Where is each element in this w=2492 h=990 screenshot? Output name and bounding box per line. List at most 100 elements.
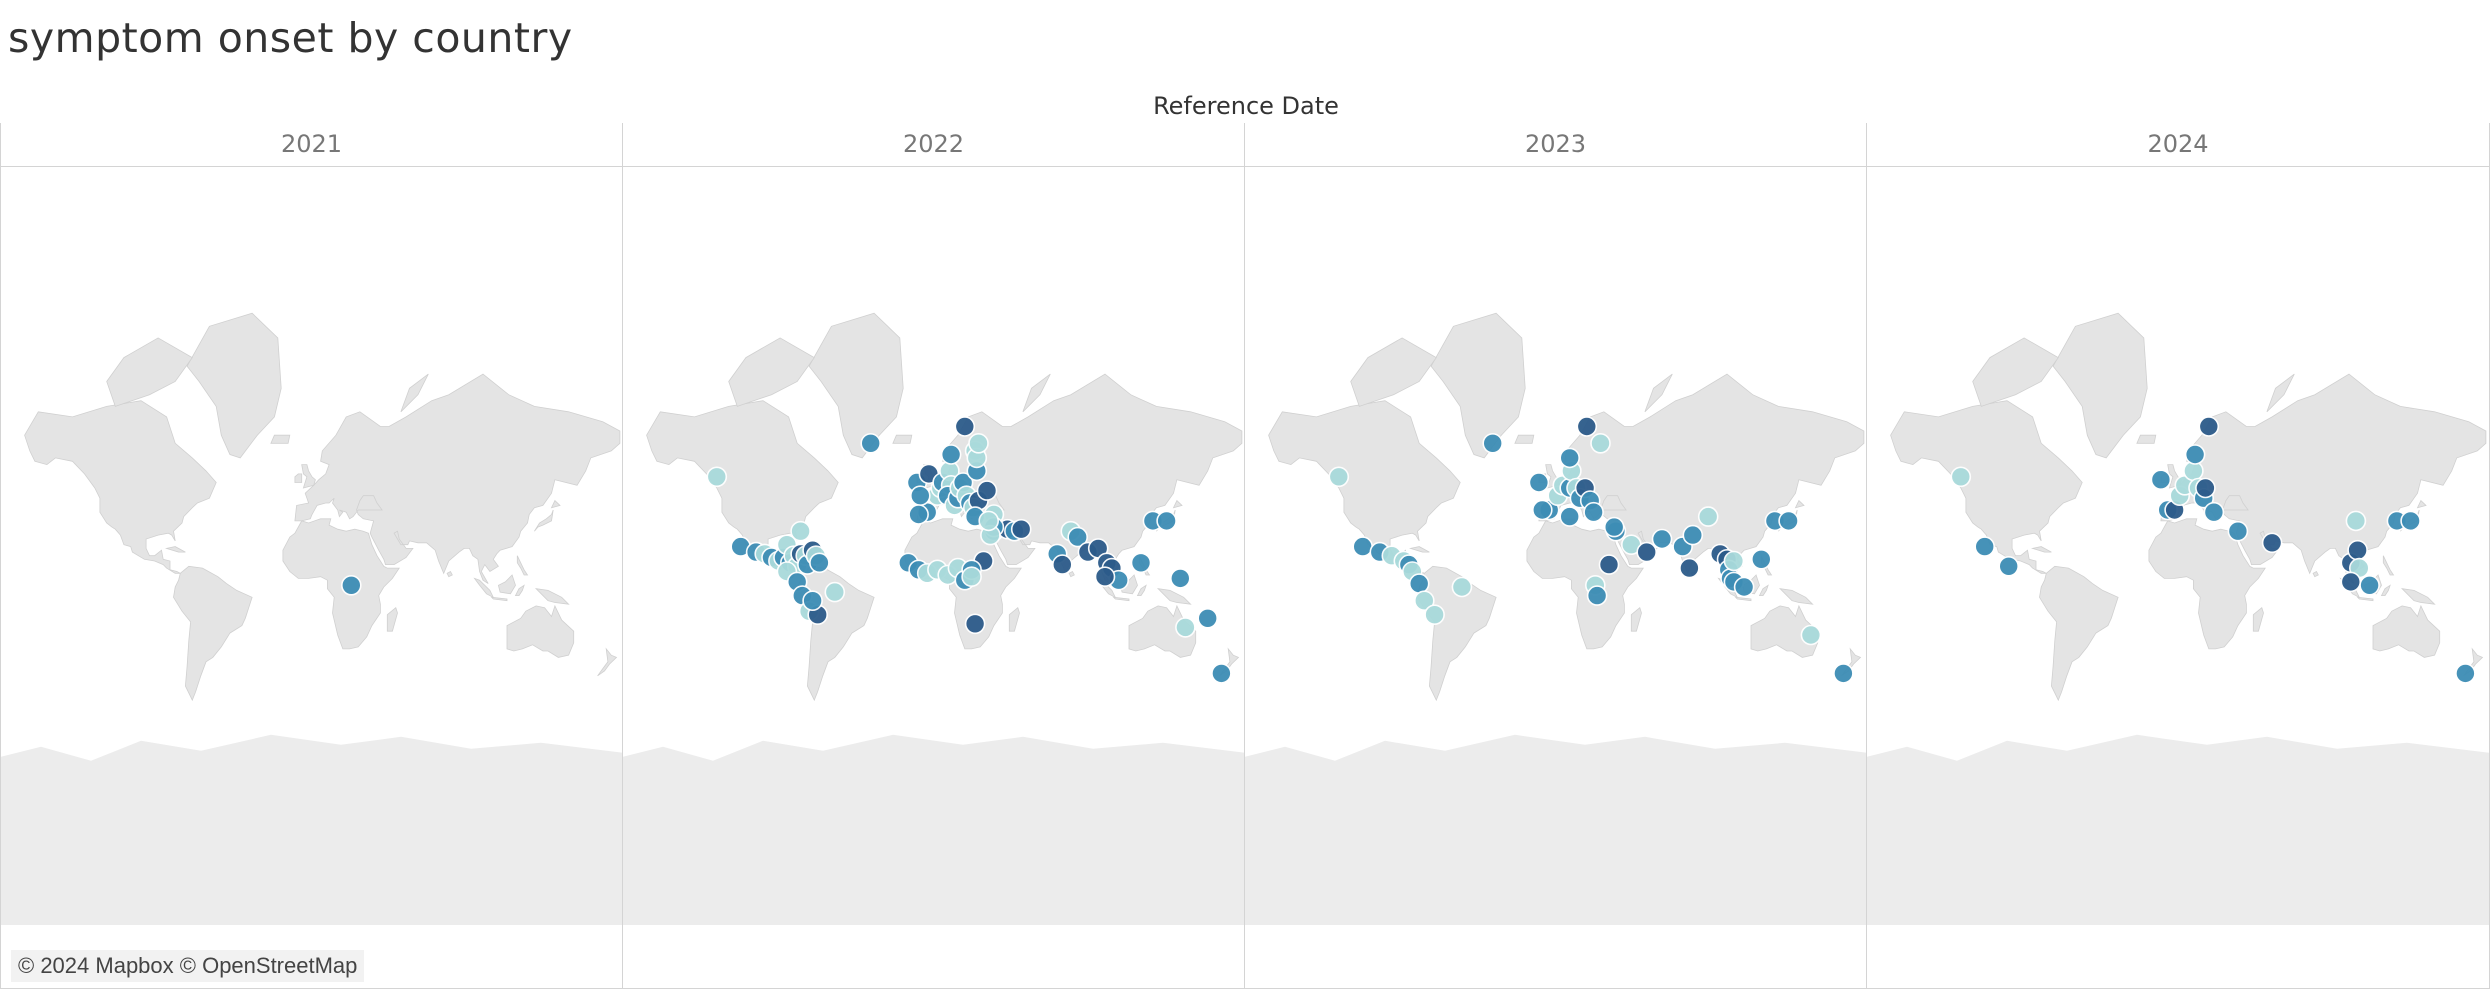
landmass-sulawesi — [1136, 584, 1147, 596]
map-2023[interactable] — [1245, 167, 1866, 925]
country-marker[interactable] — [2198, 416, 2220, 437]
country-marker[interactable] — [2347, 539, 2368, 561]
country-marker[interactable] — [2184, 444, 2206, 465]
country-marker[interactable] — [1576, 416, 1598, 437]
landmass-scandinavia-iceland — [270, 434, 291, 444]
country-marker[interactable] — [1559, 506, 1581, 527]
map-footer: © 2024 Mapbox © OpenStreetMap — [1, 925, 622, 989]
country-marker[interactable] — [1528, 472, 1550, 493]
country-marker[interactable] — [1750, 548, 1772, 570]
country-marker[interactable] — [1778, 510, 1799, 532]
country-marker[interactable] — [1586, 585, 1608, 606]
country-marker[interactable] — [340, 574, 362, 596]
country-marker[interactable] — [1094, 566, 1116, 588]
country-marker[interactable] — [1175, 617, 1196, 638]
country-marker[interactable] — [1998, 555, 2019, 577]
country-marker[interactable] — [1451, 576, 1473, 598]
country-marker[interactable] — [2195, 477, 2216, 499]
landmass-scandinavia-iceland — [2136, 434, 2157, 444]
country-marker[interactable] — [2340, 571, 2362, 593]
country-marker[interactable] — [1414, 590, 1435, 612]
country-marker[interactable] — [976, 480, 998, 501]
landmass-sulawesi — [514, 584, 525, 596]
landmass-antarctica — [1, 734, 622, 925]
country-marker[interactable] — [909, 485, 931, 507]
country-marker[interactable] — [1197, 607, 1219, 629]
country-marker[interactable] — [1583, 501, 1604, 523]
panel-year-label: 2021 — [1, 123, 622, 167]
landmass-hokkaido — [2416, 499, 2427, 509]
country-marker[interactable] — [1156, 510, 1177, 532]
country-marker[interactable] — [978, 510, 1000, 532]
country-marker[interactable] — [1603, 516, 1625, 538]
world-map[interactable] — [1, 167, 622, 925]
landmass-sulawesi — [2380, 584, 2391, 596]
country-marker[interactable] — [1697, 506, 1719, 527]
country-marker[interactable] — [2345, 510, 2367, 532]
country-marker[interactable] — [809, 552, 830, 574]
country-marker[interactable] — [1067, 526, 1089, 548]
world-map[interactable] — [623, 167, 1244, 925]
country-marker[interactable] — [968, 432, 989, 454]
landmass-java — [1112, 596, 1130, 602]
map-2022[interactable] — [623, 167, 1244, 925]
country-marker[interactable] — [1733, 576, 1755, 598]
country-marker[interactable] — [1130, 552, 1152, 574]
country-marker[interactable] — [1424, 604, 1445, 626]
landmass-north-america — [24, 400, 217, 574]
country-marker[interactable] — [1559, 447, 1581, 469]
panel-2024: 2024 — [1866, 123, 2490, 989]
landmass-japan — [534, 509, 554, 532]
map-attribution[interactable]: © 2024 Mapbox © OpenStreetMap — [11, 950, 365, 982]
country-marker[interactable] — [1169, 568, 1191, 589]
country-marker[interactable] — [964, 613, 986, 635]
country-marker[interactable] — [1636, 541, 1658, 563]
country-marker[interactable] — [802, 590, 823, 612]
country-marker[interactable] — [1408, 573, 1430, 594]
country-marker[interactable] — [824, 581, 846, 603]
country-marker[interactable] — [790, 520, 811, 542]
country-marker[interactable] — [1590, 432, 1611, 454]
country-marker[interactable] — [2261, 532, 2283, 554]
country-marker[interactable] — [2455, 663, 2476, 684]
country-marker[interactable] — [954, 416, 976, 437]
country-marker[interactable] — [940, 444, 962, 465]
country-marker[interactable] — [1010, 518, 1032, 540]
country-marker[interactable] — [1651, 528, 1673, 550]
country-marker[interactable] — [1211, 663, 1232, 684]
landmass-australia — [506, 604, 575, 658]
world-map[interactable] — [1867, 167, 2489, 925]
map-2024[interactable] — [1867, 167, 2489, 925]
country-marker[interactable] — [1800, 624, 1822, 646]
landmass-greenland — [186, 312, 282, 459]
country-marker[interactable] — [1328, 466, 1350, 488]
country-marker[interactable] — [1482, 432, 1503, 454]
country-marker[interactable] — [2203, 501, 2225, 523]
country-marker[interactable] — [1598, 554, 1620, 575]
country-marker[interactable] — [961, 566, 982, 588]
country-marker[interactable] — [2400, 510, 2421, 532]
country-marker[interactable] — [1051, 554, 1073, 575]
country-marker[interactable] — [2150, 469, 2172, 491]
country-marker[interactable] — [1950, 466, 1972, 488]
landmass-south-america — [2039, 565, 2119, 702]
country-marker[interactable] — [2227, 520, 2249, 542]
country-marker[interactable] — [860, 432, 881, 454]
panel-2022: 2022 — [622, 123, 1244, 989]
country-marker[interactable] — [1679, 557, 1700, 579]
landmass-hokkaido — [1172, 499, 1183, 509]
country-marker[interactable] — [1682, 524, 1704, 546]
landmass-africa — [282, 518, 400, 650]
country-marker[interactable] — [908, 504, 929, 525]
country-marker[interactable] — [1531, 499, 1553, 521]
country-marker[interactable] — [1833, 663, 1854, 684]
country-marker[interactable] — [2359, 574, 2380, 596]
country-marker[interactable] — [1352, 536, 1373, 557]
landmass-philippines — [2382, 555, 2395, 576]
country-marker[interactable] — [1974, 536, 1995, 557]
landmass-new-zealand — [597, 647, 618, 677]
country-marker[interactable] — [1723, 550, 1745, 572]
country-marker[interactable] — [706, 466, 728, 488]
map-2021[interactable] — [1, 167, 622, 925]
world-map[interactable] — [1245, 167, 1866, 925]
